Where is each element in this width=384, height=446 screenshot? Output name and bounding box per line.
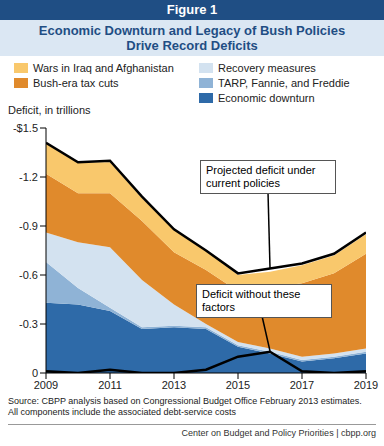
svg-text:2009: 2009 [34, 379, 58, 391]
html-text:Figure 1: Figure 1 [166, 2, 218, 17]
svg-text:-$1.5: -$1.5 [13, 122, 38, 134]
html-text:Deficit, in trillions: Deficit, in trillions [8, 104, 91, 116]
html-text:Economic Downturn and Legacy o: Economic Downturn and Legacy of Bush Pol… [38, 23, 346, 53]
svg-text:-0.9: -0.9 [19, 220, 38, 232]
svg-text:2019: 2019 [354, 379, 378, 391]
svg-text:2013: 2013 [162, 379, 186, 391]
html-text:Wars in Iraq and Afghanistan: Wars in Iraq and Afghanistan [33, 61, 174, 74]
html-text:Recovery measures: Recovery measures [218, 61, 316, 74]
svg-text:-1.2: -1.2 [19, 171, 38, 183]
html-text:Source: CBPP analysis based on: Source: CBPP analysis based on Congressi… [8, 396, 362, 406]
svg-text:-0.3: -0.3 [19, 318, 38, 330]
svg-text:-0.6: -0.6 [19, 269, 38, 281]
html-text:Projected deficit under curren: Projected deficit under current policies [206, 164, 316, 189]
html-text:All components include the ass: All components include the associated de… [8, 407, 237, 417]
html-text:Center on Budget and Policy Pr: Center on Budget and Policy Priorities |… [181, 428, 376, 438]
html-text:Deficit without these factors: Deficit without these factors [202, 288, 301, 313]
html-text:Bush-era tax cuts: Bush-era tax cuts [33, 76, 119, 89]
html-text:TARP, Fannie, and Freddie: TARP, Fannie, and Freddie [218, 76, 350, 89]
html-text:Economic downturn: Economic downturn [218, 91, 315, 104]
svg-text:2015: 2015 [226, 379, 250, 391]
svg-text:2011: 2011 [98, 379, 122, 391]
svg-text:0: 0 [32, 367, 38, 379]
svg-text:2017: 2017 [290, 379, 314, 391]
